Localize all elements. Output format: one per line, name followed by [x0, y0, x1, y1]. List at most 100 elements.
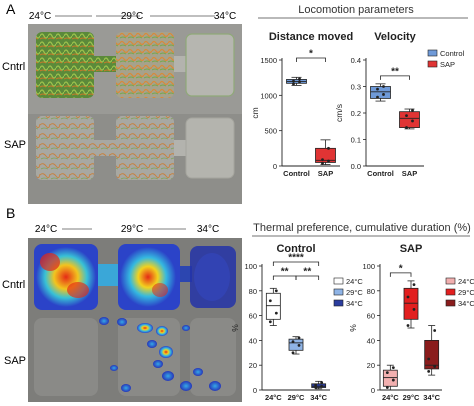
data-point [427, 357, 431, 361]
section-title-locomotion: Locomotion parameters [298, 4, 414, 16]
significance-label: * [309, 49, 313, 60]
y-tick-label: 0.4 [351, 56, 361, 65]
significance-label: * [399, 263, 403, 274]
bracket-line [295, 275, 320, 280]
significance-bracket: ** [380, 66, 410, 80]
significance-bracket: * [389, 263, 412, 277]
legend-label: 29°C [458, 288, 474, 297]
data-point [268, 299, 272, 303]
row-label-cntrl: Cntrl [2, 61, 25, 73]
temp-label-29: 29°C [121, 224, 143, 235]
box-Control [370, 83, 391, 102]
temp-label-29: 29°C [121, 11, 143, 22]
y-tick-label: 500 [264, 127, 277, 136]
box-body [382, 369, 398, 387]
data-point [382, 85, 385, 88]
legend-swatch [333, 277, 344, 285]
y-tick-label: 100 [362, 262, 375, 271]
significance-label: ** [303, 267, 311, 278]
y-tick-label: 40 [367, 336, 375, 345]
data-point [274, 289, 278, 293]
legend-swatch [427, 49, 438, 57]
box-plot-1: Velocity 0.0 0.1 0.2 0.3 0.4 cm/s Control SAP ** C… [334, 31, 465, 178]
x-tick-label: 24°C [382, 393, 399, 402]
significance-bracket: ** [272, 267, 297, 280]
box-SAP [399, 108, 420, 130]
data-point [298, 77, 301, 81]
bracket-line [389, 272, 412, 277]
data-point [291, 351, 295, 355]
box-SAP [315, 139, 336, 165]
legend: 24°C 29°C 34°C [333, 277, 363, 308]
y-tick-label: 80 [367, 287, 375, 296]
y-tick-label: 0 [253, 386, 257, 395]
data-point [268, 320, 272, 324]
y-axis-label: % [348, 324, 358, 332]
data-point [411, 108, 414, 112]
legend: 24°C 29°C 34°C [445, 277, 474, 308]
x-tick-label: SAP [318, 169, 333, 178]
legend-label: SAP [440, 60, 455, 69]
legend-label: 24°C [458, 277, 474, 286]
box-34°C [424, 325, 440, 376]
legend-swatch [427, 60, 438, 68]
box-24°C [265, 287, 281, 326]
y-tick-label: 1000 [260, 91, 277, 100]
data-point [314, 383, 318, 387]
data-point [320, 381, 324, 384]
x-tick-label: 34°C [423, 393, 440, 402]
significance-bracket: ** [295, 267, 320, 280]
significance-bracket: * [296, 49, 326, 62]
legend-swatch [445, 288, 456, 296]
row-label-cntrl: Cntrl [2, 279, 25, 291]
data-point [274, 311, 278, 315]
data-point [412, 308, 416, 311]
data-point [391, 366, 395, 370]
box-body [403, 287, 419, 320]
data-point [297, 343, 301, 347]
data-point [298, 80, 301, 84]
chart-title: Velocity [374, 31, 416, 43]
significance-bracket: **** [272, 253, 320, 266]
legend-swatch [333, 299, 344, 307]
data-point [385, 371, 389, 375]
data-point [376, 95, 379, 99]
y-tick-label: 0.1 [351, 136, 361, 145]
significance-label: **** [288, 253, 304, 264]
data-point [297, 336, 301, 340]
x-tick-label: 29°C [403, 393, 420, 402]
data-point [292, 82, 295, 86]
legend-swatch [445, 277, 456, 285]
y-tick-label: 20 [367, 361, 375, 370]
temp-label-34: 34°C [197, 224, 219, 235]
data-point [433, 365, 437, 368]
section-title-thermal: Thermal preference, cumulative duration … [253, 222, 471, 234]
bracket-line [380, 75, 410, 80]
data-point [385, 386, 389, 389]
y-tick-label: 60 [249, 312, 257, 321]
legend-label: 34°C [346, 299, 363, 308]
data-point [405, 126, 408, 129]
data-point [321, 161, 324, 165]
panel-a-letter: A [6, 1, 16, 17]
y-tick-label: 0 [273, 162, 277, 171]
y-axis-label: cm [250, 107, 260, 118]
legend-label: 29°C [346, 288, 363, 297]
y-tick-label: 40 [249, 336, 257, 345]
box-body [424, 339, 440, 370]
data-point [411, 119, 414, 123]
significance-label: ** [391, 66, 399, 77]
legend-label: Control [440, 49, 465, 58]
y-tick-label: 0.2 [351, 109, 361, 118]
significance-label: ** [281, 267, 289, 278]
y-tick-label: 60 [367, 312, 375, 321]
box-plot-0: Distance moved 0 500 1000 1500 cm Control SAP * [250, 31, 353, 178]
box-34°C [311, 380, 327, 390]
data-point [321, 158, 324, 162]
box-Control [286, 76, 307, 86]
y-tick-label: 0.3 [351, 83, 361, 92]
box-body [311, 383, 327, 388]
arena-image-locomotion [28, 24, 242, 204]
temp-label-24: 24°C [35, 224, 57, 235]
